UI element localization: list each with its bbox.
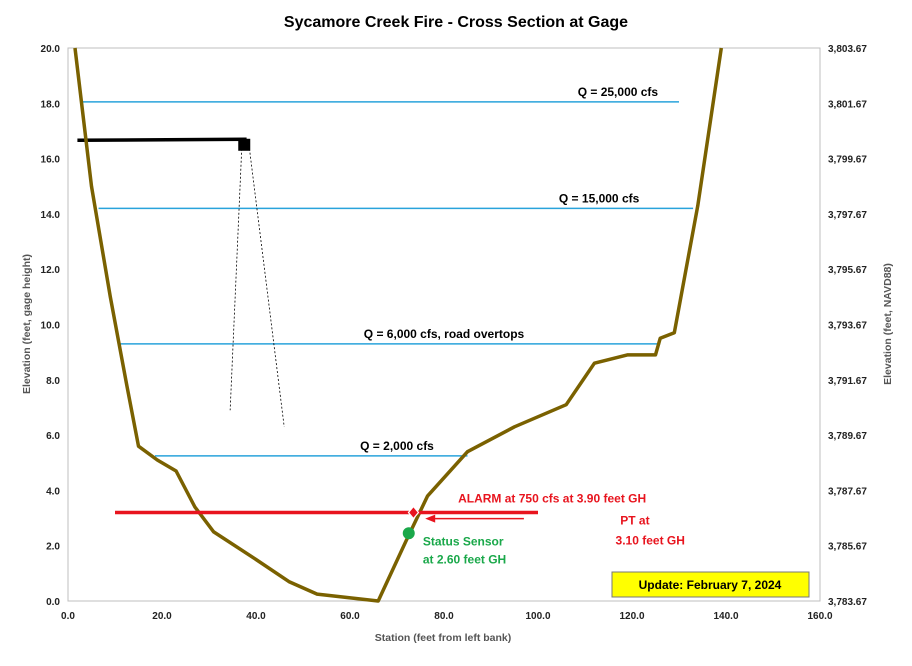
y2-axis-label: Elevation (feet, NAVD88) bbox=[882, 263, 894, 385]
bridge-cable-right bbox=[248, 144, 285, 427]
pt-label-line2: 3.10 feet GH bbox=[616, 534, 685, 548]
y-tick-label: 4.0 bbox=[46, 486, 60, 497]
y2-tick-label: 3,799.67 bbox=[828, 155, 867, 166]
y-tick-label: 12.0 bbox=[41, 265, 61, 276]
y-tick-label: 10.0 bbox=[41, 321, 61, 332]
flow-line-label: Q = 2,000 cfs bbox=[360, 439, 434, 453]
plot-area: 0.0 2.0 4.0 6.0 8.0 10.0 12.0 14.0 16.0 18.0 20.0 3… bbox=[41, 44, 868, 622]
x-axis-label: Station (feet from left bank) bbox=[375, 632, 512, 644]
pt-arrow-head bbox=[425, 514, 436, 523]
flow-line-label: Q = 15,000 cfs bbox=[559, 191, 640, 205]
y2-tick-label: 3,803.67 bbox=[828, 44, 867, 55]
y2-tick-label: 3,791.67 bbox=[828, 376, 867, 387]
y-tick-label: 20.0 bbox=[41, 44, 61, 55]
y-tick-label: 0.0 bbox=[46, 597, 60, 608]
data-layer: Q = 25,000 cfs Q = 15,000 cfs Q = 6,000 cf… bbox=[73, 47, 810, 603]
pt-label-line1: PT at bbox=[620, 514, 649, 528]
x-tick-label: 20.0 bbox=[152, 611, 172, 622]
x-tick-label: 60.0 bbox=[340, 611, 360, 622]
chart-title: Sycamore Creek Fire - Cross Section at G… bbox=[284, 14, 628, 31]
y-tick-label: 18.0 bbox=[41, 99, 61, 110]
status-sensor-label-line1: Status Sensor bbox=[423, 534, 504, 548]
y2-tick-label: 3,801.67 bbox=[828, 99, 867, 110]
y-tick-label: 2.0 bbox=[46, 542, 60, 553]
y-tick-label: 6.0 bbox=[46, 431, 60, 442]
x-tick-label: 0.0 bbox=[61, 611, 75, 622]
channel-profile-line bbox=[73, 47, 724, 603]
y2-tick-label: 3,797.67 bbox=[828, 210, 867, 221]
y-tick-label: 8.0 bbox=[46, 376, 60, 387]
y-tick-label: 14.0 bbox=[41, 210, 61, 221]
x-tick-label: 160.0 bbox=[807, 611, 832, 622]
y2-tick-label: 3,785.67 bbox=[828, 542, 867, 553]
status-sensor-marker bbox=[402, 527, 415, 540]
x-tick-label: 40.0 bbox=[246, 611, 266, 622]
x-tick-label: 120.0 bbox=[619, 611, 644, 622]
bridge-cable-left bbox=[229, 144, 243, 411]
update-box bbox=[611, 571, 810, 598]
update-box-text: Update: February 7, 2024 bbox=[639, 578, 782, 592]
y2-tick-label: 3,787.67 bbox=[828, 486, 867, 497]
y2-tick-label: 3,793.67 bbox=[828, 321, 867, 332]
y2-tick-label: 3,795.67 bbox=[828, 265, 867, 276]
y-axis-label: Elevation (feet, gage height) bbox=[21, 254, 33, 394]
y2-tick-label: 3,783.67 bbox=[828, 597, 867, 608]
status-sensor-label-line2: at 2.60 feet GH bbox=[423, 552, 506, 566]
bridge-pier-marker bbox=[238, 138, 251, 151]
x-tick-label: 140.0 bbox=[713, 611, 738, 622]
flow-line-label: Q = 6,000 cfs, road overtops bbox=[364, 327, 525, 341]
plot-frame bbox=[67, 47, 821, 602]
bridge-deck bbox=[77, 137, 247, 142]
alarm-marker bbox=[407, 505, 420, 520]
flow-line-label: Q = 25,000 cfs bbox=[578, 85, 659, 99]
x-tick-label: 80.0 bbox=[434, 611, 454, 622]
y2-tick-label: 3,789.67 bbox=[828, 431, 867, 442]
alarm-label: ALARM at 750 cfs at 3.90 feet GH bbox=[458, 492, 646, 506]
x-tick-label: 100.0 bbox=[525, 611, 550, 622]
y-tick-label: 16.0 bbox=[41, 155, 61, 166]
